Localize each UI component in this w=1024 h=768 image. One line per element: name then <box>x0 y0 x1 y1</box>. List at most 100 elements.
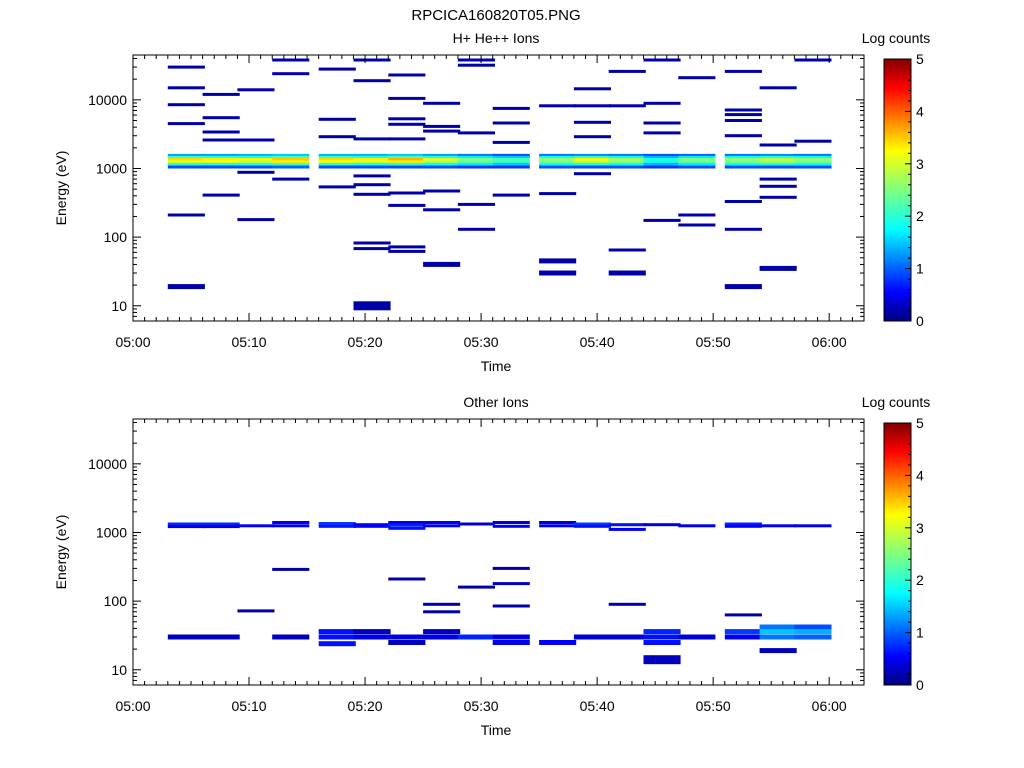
heatmap-cell <box>388 634 426 640</box>
heatmap-cells <box>167 58 832 311</box>
heatmap-cell <box>608 602 646 606</box>
heatmap-cell <box>423 602 461 606</box>
heatmap-cell <box>678 524 716 528</box>
heatmap-cell <box>272 521 310 524</box>
heatmap-cell <box>643 165 681 169</box>
heatmap-cell <box>678 76 716 80</box>
heatmap-cell <box>643 640 681 645</box>
heatmap-cell <box>423 629 461 635</box>
heatmap-cell <box>167 158 205 161</box>
heatmap-cell <box>492 162 530 166</box>
heatmap-cell <box>237 170 275 174</box>
heatmap-cell <box>318 634 356 640</box>
heatmap-cell <box>794 160 832 164</box>
y-tick-label: 10 <box>111 662 127 678</box>
y-axis-label: Energy (eV) <box>53 151 69 226</box>
heatmap-cell <box>724 158 762 161</box>
heatmap-cell <box>724 613 762 617</box>
colorbar-tick-label: 4 <box>916 467 924 483</box>
heatmap-cell <box>643 655 681 665</box>
heatmap-cell <box>388 191 426 195</box>
heatmap-cell <box>457 160 495 164</box>
heatmap-cell <box>423 165 461 169</box>
heatmap-cell <box>457 131 495 135</box>
heatmap-cell <box>492 566 530 570</box>
heatmap-cell <box>759 265 797 271</box>
heatmap-cell <box>724 634 762 640</box>
heatmap-cell <box>423 208 461 212</box>
heatmap-cell <box>573 158 611 161</box>
heatmap-cell <box>794 153 832 157</box>
heatmap-cell <box>643 121 681 125</box>
heatmap-cell <box>167 162 205 166</box>
heatmap-cell <box>318 185 356 189</box>
heatmap-cell <box>457 585 495 589</box>
x-axis: 05:00 05:10 05:20 05:30 05:40 05:50 06:00 <box>115 55 865 350</box>
heatmap-cell <box>539 160 577 164</box>
heatmap-cell <box>237 158 275 161</box>
heatmap-cell <box>202 153 240 157</box>
heatmap-cells <box>167 521 832 665</box>
x-tick-label: 06:00 <box>812 334 847 350</box>
heatmap-cell <box>353 192 391 196</box>
heatmap-cell <box>608 165 646 169</box>
heatmap-cell <box>272 634 310 640</box>
heatmap-cell <box>573 153 611 157</box>
heatmap-cell <box>492 165 530 169</box>
heatmap-cell <box>643 634 681 640</box>
heatmap-cell <box>318 67 356 71</box>
heatmap-cell <box>573 155 611 159</box>
heatmap-cell <box>724 200 762 203</box>
heatmap-cell <box>272 524 310 528</box>
heatmap-cell <box>272 72 310 76</box>
heatmap-cell <box>388 165 426 169</box>
colorbar-tick-label: 2 <box>916 572 924 588</box>
heatmap-cell <box>318 165 356 169</box>
heatmap-cell <box>724 524 762 528</box>
heatmap-cell <box>237 609 275 613</box>
colorbar-tick-label: 1 <box>916 625 924 641</box>
panel-title: H+ He++ Ions <box>453 30 540 46</box>
heatmap-cell <box>318 153 356 157</box>
heatmap-cell <box>457 634 495 640</box>
colorbar-ticks: 0 1 2 3 4 5 <box>905 51 924 329</box>
heatmap-cell <box>724 227 762 231</box>
y-axis: 10 100 1000 10000 <box>88 58 864 322</box>
heatmap-cell <box>539 521 577 524</box>
x-tick-label: 05:20 <box>348 334 383 350</box>
heatmap-cell <box>353 79 391 83</box>
heatmap-cell <box>423 524 461 528</box>
heatmap-cell <box>353 523 391 527</box>
heatmap-cell <box>272 58 310 62</box>
heatmap-cell <box>202 634 240 640</box>
heatmap-cell <box>272 567 310 571</box>
heatmap-cell <box>457 58 495 62</box>
heatmap-cell <box>678 153 716 157</box>
heatmap-cell <box>167 284 205 290</box>
heatmap-cell <box>573 634 611 640</box>
heatmap-cell <box>678 162 716 166</box>
heatmap-cell <box>492 155 530 159</box>
heatmap-cell <box>167 525 205 529</box>
heatmap-cell <box>759 177 797 181</box>
heatmap-cell <box>794 624 832 630</box>
heatmap-cell <box>272 158 310 161</box>
heatmap-cell <box>759 143 797 147</box>
heatmap-cell <box>318 641 356 647</box>
heatmap-cell <box>272 160 310 164</box>
heatmap-cell <box>202 116 240 120</box>
heatmap-cell <box>272 153 310 157</box>
colorbar-tick-label: 4 <box>916 103 924 119</box>
heatmap-cell <box>724 284 762 290</box>
heatmap-cell <box>353 158 391 161</box>
heatmap-cell <box>423 162 461 166</box>
y-axis: 10 100 1000 10000 <box>88 422 864 686</box>
heatmap-cell <box>794 158 832 161</box>
heatmap-cell <box>608 69 646 73</box>
heatmap-cell <box>423 261 461 267</box>
x-tick-label: 05:30 <box>464 334 499 350</box>
heatmap-cell <box>608 153 646 157</box>
heatmap-cell <box>678 160 716 164</box>
heatmap-cell <box>492 160 530 164</box>
